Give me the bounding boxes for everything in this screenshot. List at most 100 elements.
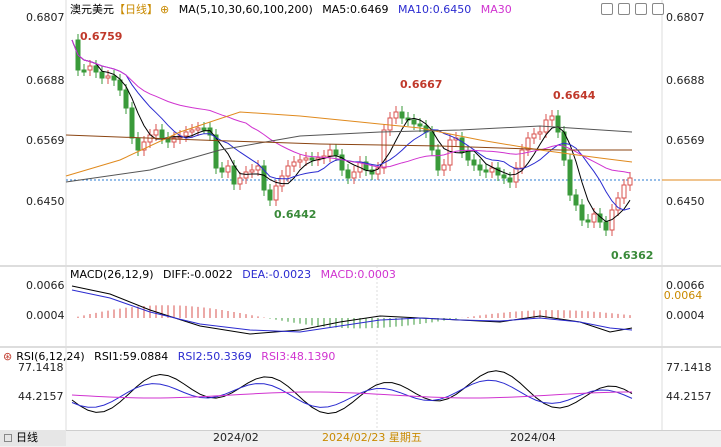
- price-axis-label: 0.6807: [26, 11, 65, 24]
- candle: [153, 129, 159, 136]
- macd-axis-label: 0.0066: [26, 279, 65, 292]
- candle: [483, 169, 489, 173]
- period-label[interactable]: 【日线】: [114, 3, 158, 16]
- candle: [477, 164, 483, 171]
- crosshair-date: 2024/02/23 星期五: [322, 431, 422, 444]
- candle: [489, 167, 495, 173]
- low-annotation: 0.6442: [274, 208, 317, 221]
- macd-axis-label-right: 0.0066: [666, 279, 705, 292]
- macd-value: MACD:0.0003: [320, 268, 396, 281]
- price-axis-label: 0.6569: [26, 134, 65, 147]
- macd-diff-line: [71, 285, 633, 335]
- macd-axis-label-right: 0.0004: [666, 309, 705, 322]
- time-axis-bar: [0, 430, 721, 447]
- candle: [411, 119, 417, 125]
- fullscreen-icon[interactable]: [652, 3, 664, 15]
- candle: [273, 185, 279, 201]
- ma100-line: [65, 125, 633, 183]
- candle: [627, 177, 633, 186]
- date-axis-label: 2024/02: [213, 431, 259, 444]
- rsi-axis-label-right: 44.2157: [666, 390, 712, 403]
- candle: [195, 127, 201, 131]
- candle: [603, 221, 609, 231]
- period-dropdown-icon[interactable]: [4, 434, 12, 442]
- candle: [501, 174, 507, 179]
- candle: [207, 127, 213, 136]
- candle: [99, 71, 105, 79]
- rsi2-line: [71, 379, 633, 408]
- candle: [111, 75, 117, 81]
- candle: [123, 89, 129, 109]
- price-axis-label-right: 0.6450: [666, 195, 705, 208]
- zoom-icon[interactable]: [635, 3, 647, 15]
- macd-params[interactable]: MACD(26,12,9): [70, 268, 154, 281]
- candle: [171, 137, 177, 143]
- candle: [141, 141, 147, 151]
- rsi3-value: RSI3:48.1390: [261, 350, 336, 363]
- candle: [573, 194, 579, 206]
- candle: [333, 149, 339, 156]
- ma5-value: MA5:0.6469: [322, 3, 389, 16]
- candle: [393, 111, 399, 119]
- candle: [183, 131, 189, 137]
- chart-type-icon[interactable]: [601, 3, 613, 15]
- candle: [435, 149, 441, 171]
- candle: [201, 127, 207, 131]
- candle: [579, 204, 585, 221]
- candle: [309, 157, 315, 161]
- price-axis-label: 0.6688: [26, 74, 65, 87]
- candle: [567, 159, 573, 196]
- ma200-line: [65, 134, 632, 151]
- rsi-legend: ⊛ RSI(6,12,24) RSI1:59.0884 RSI2:50.3369 …: [3, 350, 341, 363]
- candle: [519, 149, 525, 169]
- candle: [471, 159, 477, 166]
- candle: [591, 213, 597, 223]
- price-axis-label: 0.6450: [26, 195, 65, 208]
- candle: [159, 129, 165, 139]
- settings-icon[interactable]: ⊕: [160, 3, 170, 16]
- candle: [417, 123, 423, 127]
- candle: [129, 107, 135, 139]
- candle: [267, 189, 273, 201]
- macd-dea: DEA:-0.0023: [242, 268, 312, 281]
- candle: [339, 154, 345, 171]
- candle: [285, 165, 291, 177]
- symbol-name: 澳元美元: [70, 3, 114, 16]
- candle: [615, 197, 621, 211]
- ma-params[interactable]: MA(5,10,30,60,100,200): [178, 3, 313, 16]
- macd-current-tag: 0.0064: [663, 289, 703, 303]
- high-annotation: 0.6759: [80, 30, 123, 43]
- macd-diff: DIFF:-0.0022: [163, 268, 233, 281]
- rsi-settings-icon[interactable]: ⊛: [3, 350, 13, 363]
- price-axis-label-right: 0.6688: [666, 74, 705, 87]
- candle: [459, 137, 465, 153]
- candle: [399, 111, 405, 119]
- high-annotation: 0.6667: [400, 78, 443, 91]
- candle: [327, 149, 333, 157]
- macd-legend: MACD(26,12,9) DIFF:-0.0022 DEA:-0.0023 M…: [70, 268, 402, 281]
- candle: [375, 167, 381, 175]
- candle: [495, 167, 501, 176]
- candle: [255, 165, 261, 171]
- price-axis-label-right: 0.6807: [666, 11, 705, 24]
- indicator-icon[interactable]: [618, 3, 630, 15]
- price-axis-label-right: 0.6569: [666, 134, 705, 147]
- rsi2-value: RSI2:50.3369: [177, 350, 252, 363]
- candle: [381, 129, 387, 169]
- rsi-params[interactable]: RSI(6,12,24): [16, 350, 85, 363]
- candle: [555, 115, 561, 133]
- rsi-axis-label: 77.1418: [18, 361, 64, 374]
- low-annotation: 0.6362: [611, 249, 654, 262]
- candle: [87, 65, 93, 71]
- high-annotation: 0.6644: [553, 89, 596, 102]
- candle: [237, 177, 243, 185]
- candle: [621, 184, 627, 199]
- candle: [441, 164, 447, 171]
- ma60-line: [65, 111, 633, 177]
- candle: [261, 165, 267, 191]
- period-tab[interactable]: 日线: [0, 430, 66, 446]
- candle: [537, 131, 543, 135]
- candle: [243, 171, 249, 179]
- candle: [351, 171, 357, 179]
